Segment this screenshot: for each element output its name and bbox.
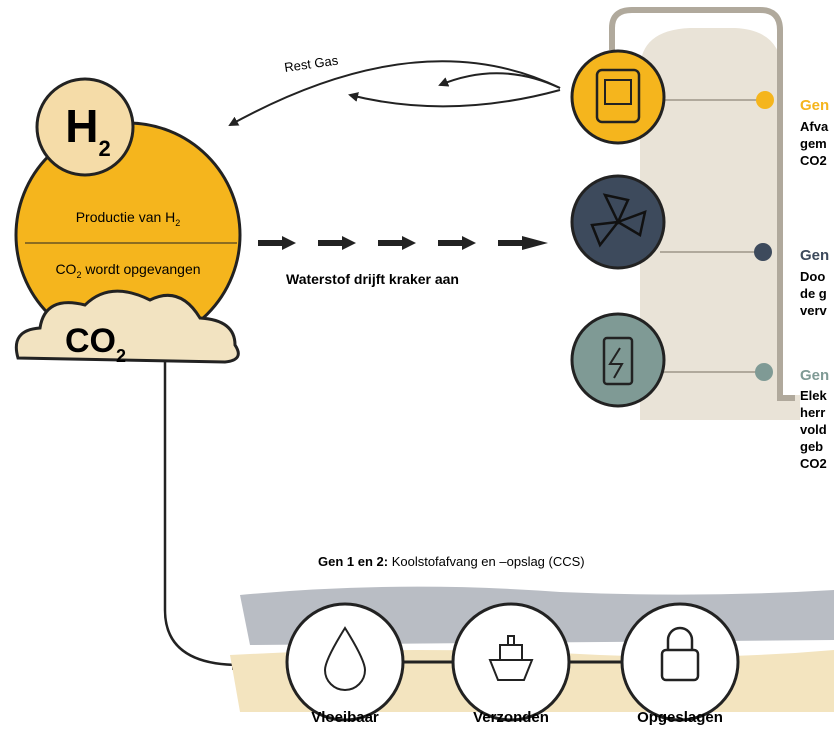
step-circle xyxy=(453,604,569,720)
subscript: 2 xyxy=(175,218,180,228)
text: H xyxy=(65,100,98,152)
gen-line: gem xyxy=(800,136,827,151)
ccs-title: Gen 1 en 2: Koolstofafvang en –opslag (C… xyxy=(318,554,585,569)
gen-line: Doo xyxy=(800,269,825,284)
gen-line: de g xyxy=(800,286,827,301)
gen-line: CO2 xyxy=(800,456,827,471)
subscript: 2 xyxy=(116,346,126,366)
gen-heading: Gen xyxy=(800,367,829,384)
step-label: Opgeslagen xyxy=(637,709,723,726)
text: wordt opgevangen xyxy=(81,261,200,277)
step-circle xyxy=(287,604,403,720)
gen-heading: Gen xyxy=(800,247,829,264)
gen-line: geb xyxy=(800,439,823,454)
step-circle xyxy=(622,604,738,720)
text: CO xyxy=(65,322,116,360)
gen-line: Afva xyxy=(800,119,829,134)
step-label: Vloeibaar xyxy=(311,709,379,726)
flow-arrows xyxy=(258,236,548,250)
text: CO xyxy=(55,261,76,277)
hydrogen-note: Waterstof drijft kraker aan xyxy=(286,271,459,287)
gen-line: Elek xyxy=(800,388,828,403)
rest-gas: Rest Gas xyxy=(283,53,339,75)
step-label: Verzonden xyxy=(473,709,549,726)
dot xyxy=(756,91,774,109)
arrow xyxy=(230,61,560,125)
diagram: Gen Afva gem CO2 Gen Doo de g verv Gen E… xyxy=(0,0,834,742)
text: Koolstofafvang en –opslag (CCS) xyxy=(388,554,585,569)
text: Gen 1 en 2: xyxy=(318,554,388,569)
gen-line: CO2 xyxy=(800,153,827,168)
furnace-icon xyxy=(572,51,664,143)
subscript: 2 xyxy=(98,136,110,161)
dot xyxy=(755,363,773,381)
gen-line: verv xyxy=(800,303,828,318)
dot xyxy=(754,243,772,261)
page: {"rest_gas": "Rest Gas", "h2_badge": {"m… xyxy=(0,0,834,742)
battery-icon xyxy=(572,314,664,406)
gen-line: herr xyxy=(800,405,825,420)
ccs-arrow xyxy=(165,362,240,665)
arrow xyxy=(350,90,560,106)
arrow xyxy=(440,73,560,88)
gen-heading: Gen xyxy=(800,97,829,114)
gen-texts: Gen Afva gem CO2 Gen Doo de g verv Gen E… xyxy=(800,97,829,471)
text: Productie van H xyxy=(76,209,176,225)
gen-line: vold xyxy=(800,422,827,437)
